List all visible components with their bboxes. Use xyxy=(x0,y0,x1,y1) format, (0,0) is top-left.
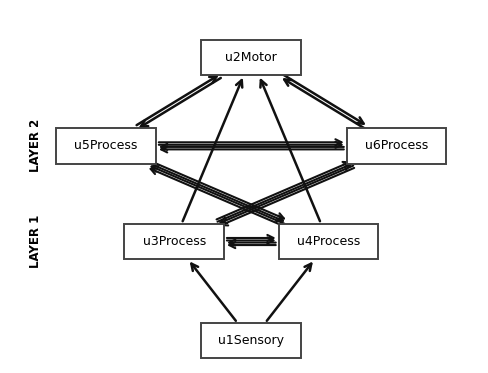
Text: u4Process: u4Process xyxy=(297,235,360,248)
Text: u5Process: u5Process xyxy=(74,140,138,152)
FancyBboxPatch shape xyxy=(346,128,447,163)
FancyBboxPatch shape xyxy=(202,323,301,358)
Text: LAYER 2: LAYER 2 xyxy=(29,119,42,172)
Text: u6Process: u6Process xyxy=(365,140,428,152)
Text: u1Sensory: u1Sensory xyxy=(218,334,285,347)
Text: u2Motor: u2Motor xyxy=(225,51,277,64)
FancyBboxPatch shape xyxy=(279,224,378,259)
Text: u3Process: u3Process xyxy=(142,235,206,248)
FancyBboxPatch shape xyxy=(56,128,156,163)
FancyBboxPatch shape xyxy=(124,224,224,259)
Text: LAYER 1: LAYER 1 xyxy=(29,215,42,268)
FancyBboxPatch shape xyxy=(202,40,301,75)
